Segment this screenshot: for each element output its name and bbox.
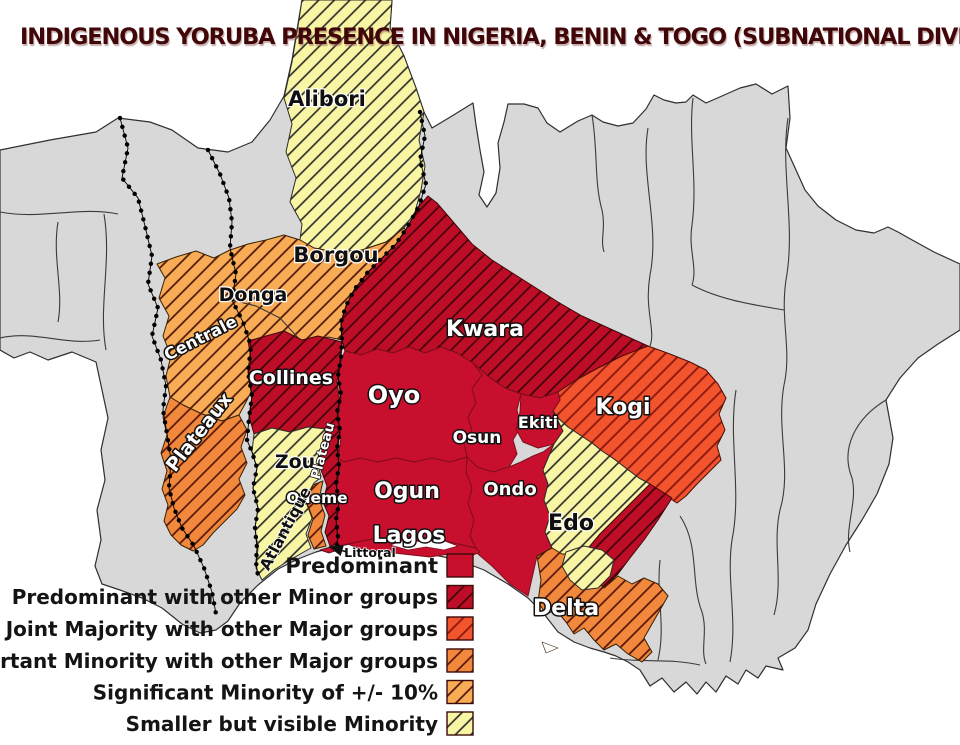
legend-item-smaller-minority: Smaller but visible Minority [126,711,474,736]
border-benin-nigeria [333,109,429,551]
region-label-edo: Edo [548,511,594,536]
legend-label-significant-minority: Significant Minority of +/- 10% [93,681,438,705]
legend-swatch-predominant [446,553,474,578]
legend-label-important-minority: Important Minority with other Major grou… [0,649,438,673]
region-label-oueme: Oueme [286,489,347,507]
legend-swatch-joint-majority [446,616,474,641]
region-label-donga: Donga [219,284,288,306]
legend: Predominant Predominant with other Minor… [0,553,474,736]
legend-label-predominant-minor: Predominant with other Minor groups [12,585,438,609]
legend-swatch-smaller-minority [446,711,474,736]
littoral-arrow [328,545,348,556]
border-ghana-togo [117,115,219,617]
internal-state-borders [0,97,887,666]
legend-item-significant-minority: Significant Minority of +/- 10% [93,679,474,705]
region-label-zou: Zou [275,451,315,473]
legend-item-joint-majority: Joint Majority with other Major groups [4,616,474,641]
legend-item-predominant: Predominant [285,553,474,578]
region-label-lagos: Lagos [373,523,446,548]
region-label-ogun: Ogun [374,479,440,504]
legend-item-important-minority: Important Minority with other Major grou… [0,648,474,673]
legend-label-predominant: Predominant [285,554,438,578]
colored-regions [156,0,727,663]
lagos-lagoon [389,539,459,551]
legend-label-smaller-minority: Smaller but visible Minority [126,712,438,736]
legend-swatch-significant-minority [446,679,474,705]
region-plateaux [160,396,248,552]
map-title: INDIGENOUS YORUBA PRESENCE IN NIGERIA, B… [20,24,960,50]
legend-item-predominant-minor: Predominant with other Minor groups [12,584,474,610]
region-label-kogi: Kogi [595,395,650,420]
region-label-littoral: Littoral [344,545,396,560]
region-label-borgou: Borgou [293,243,378,267]
region-label-alibori: Alibori [288,87,366,111]
legend-label-joint-majority: Joint Majority with other Major groups [4,617,438,641]
region-label-osun: Osun [453,428,502,448]
legend-swatch-important-minority [446,648,474,673]
international-borders [117,109,429,617]
region-label-ondo: Ondo [483,479,536,500]
region-edo-south-tip [561,545,615,591]
region-label-oyo: Oyo [368,381,421,409]
border-togo-benin [205,147,261,579]
region-oueme [306,480,327,550]
region-label-delta: Delta [533,596,599,621]
region-label-kwara: Kwara [446,317,524,342]
region-label-ekiti: Ekiti [518,413,558,432]
region-label-collines: Collines [249,367,333,389]
border-borgou-donga [231,299,301,341]
legend-swatch-predominant-minor [446,584,474,610]
delta-coast-notch [541,641,559,654]
